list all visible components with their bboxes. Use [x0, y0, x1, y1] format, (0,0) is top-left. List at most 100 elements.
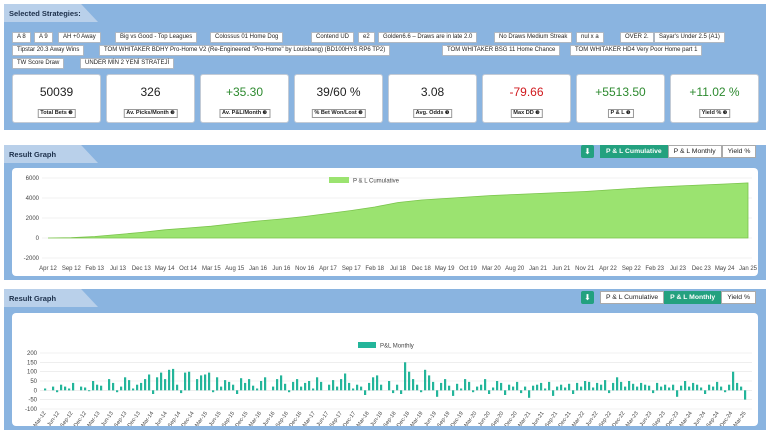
monthly-bar	[716, 381, 719, 391]
stat-value: +35.30	[225, 85, 264, 99]
monthly-bar	[528, 390, 531, 398]
monthly-bar	[612, 382, 615, 391]
legend-label: P & L Cumulative	[353, 179, 400, 185]
stat-label[interactable]: Av. Picks/Month ❸	[123, 109, 178, 118]
strategy-tag[interactable]: TOM WHITAKER BSG 11 Home Chance	[442, 45, 561, 56]
tab-yield[interactable]: Yield %	[721, 291, 756, 304]
download-icon[interactable]: ⬇	[581, 145, 594, 158]
monthly-bar	[180, 390, 183, 394]
monthly-bar	[516, 381, 519, 391]
monthly-bar	[632, 383, 635, 391]
strategy-tag[interactable]: e2	[358, 32, 375, 43]
stat-label[interactable]: Yield % ❸	[698, 109, 731, 118]
strategy-tag[interactable]: Contend UD	[311, 32, 355, 43]
tab-pl-cumulative[interactable]: P & L Cumulative	[600, 291, 665, 304]
strategy-tag[interactable]: Big vs Good - Top Leagues	[115, 32, 198, 43]
x-tick-label: Dec 23	[692, 266, 712, 272]
monthly-bar	[532, 385, 535, 391]
stat-label[interactable]: Avg. Odds ❸	[412, 109, 453, 118]
monthly-bar	[560, 384, 563, 391]
stat-label[interactable]: P & L ❸	[607, 109, 634, 118]
stat-label-text: Av. Picks/Month	[126, 110, 169, 116]
x-tick-label: Sep-18	[383, 411, 398, 426]
monthly-bar	[724, 390, 727, 393]
stat-label-text: Yield %	[701, 110, 722, 116]
monthly-bar	[616, 377, 619, 391]
tab-pl-cumulative[interactable]: P & L Cumulative	[600, 145, 668, 158]
monthly-bar	[424, 369, 427, 391]
strategy-tag[interactable]: Colossus 01 Home Dog	[210, 32, 284, 43]
tab-pl-monthly[interactable]: P & L Monthly	[664, 291, 722, 304]
monthly-bar	[504, 390, 507, 395]
monthly-bar	[120, 386, 123, 391]
monthly-bar	[376, 375, 379, 391]
monthly-bar	[232, 384, 235, 391]
monthly-bar	[580, 386, 583, 391]
x-tick-label: Jun 21	[552, 266, 571, 272]
strategy-tag[interactable]: Sayar's Under 2.5 (A1)	[654, 32, 725, 43]
monthly-bar	[572, 390, 575, 394]
x-tick-label: Nov 21	[575, 266, 595, 272]
stat-card: 326 Av. Picks/Month ❸	[106, 74, 195, 123]
monthly-bar	[144, 379, 147, 391]
monthly-bar	[388, 381, 391, 391]
stat-card: 50039 Total Bets ❸	[12, 74, 101, 123]
monthly-bar	[152, 390, 155, 394]
stat-value: 50039	[39, 85, 74, 99]
monthly-bar	[732, 371, 735, 391]
monthly-bar	[620, 381, 623, 391]
x-tick-label: Jun-17	[316, 411, 331, 426]
monthly-bar	[304, 382, 307, 391]
strategy-tag[interactable]: Golden6.6 – Draws are in late 2.0	[378, 32, 478, 43]
info-icon: ❸	[721, 110, 728, 116]
stat-label[interactable]: Av. P&L/Month ❸	[218, 109, 271, 118]
tab-yield[interactable]: Yield %	[721, 145, 757, 158]
monthly-bar	[436, 390, 439, 397]
legend-swatch	[358, 342, 376, 348]
monthly-bar	[208, 372, 211, 391]
x-tick-label: Feb 13	[85, 266, 104, 272]
monthly-bar	[496, 381, 499, 391]
monthly-bar	[112, 382, 115, 391]
monthly-bar	[200, 375, 203, 391]
x-tick-label: Mar-15	[194, 411, 209, 426]
monthly-bar	[696, 384, 699, 391]
strategy-tag[interactable]: A 9	[34, 32, 53, 43]
download-icon[interactable]: ⬇	[581, 291, 594, 304]
stat-label-text: Avg. Odds	[415, 110, 444, 116]
y-tick-label: 0	[34, 388, 38, 394]
stat-label[interactable]: % Bet Won/Lost ❸	[311, 109, 366, 118]
monthly-bar	[404, 362, 407, 391]
strategy-tag[interactable]: nul x a	[576, 32, 604, 43]
stat-label[interactable]: Total Bets ❸	[37, 109, 76, 118]
info-icon: ❸	[261, 110, 268, 116]
x-tick-label: Sep-19	[436, 411, 451, 426]
strategy-tag[interactable]: TOM WHITAKER BDHY Pro-Home V2 (Re-Engine…	[99, 45, 391, 56]
monthly-bar	[140, 382, 143, 391]
monthly-bar	[312, 388, 315, 391]
monthly-bar	[124, 377, 127, 391]
strategy-tag[interactable]: UNDER MİN 2 YENİ STRATEJİ	[80, 58, 175, 69]
x-tick-label: Mar-25	[733, 411, 748, 426]
strategy-tag[interactable]: A 8	[12, 32, 31, 43]
stat-label[interactable]: Max DD ❸	[510, 109, 543, 118]
monthly-bar	[636, 386, 639, 391]
x-tick-label: Jun-14	[154, 411, 169, 426]
strategy-tag[interactable]: No Draws Medium Streak	[494, 32, 573, 43]
tab-pl-monthly[interactable]: P & L Monthly	[667, 145, 722, 158]
monthly-bar	[704, 390, 707, 394]
x-tick-label: Jul 23	[670, 266, 687, 272]
strategy-tag[interactable]: TOM WHITAKER HD4 Very Poor Home part 1	[570, 45, 703, 56]
strategy-tag[interactable]: TW Score Draw	[12, 58, 65, 69]
strategy-tag[interactable]: AH +0 Away	[58, 32, 101, 43]
y-tick-label: 100	[27, 370, 38, 376]
monthly-bar	[308, 381, 311, 391]
x-tick-label: Jun-12	[47, 411, 62, 426]
x-tick-label: Dec-15	[234, 411, 249, 426]
x-tick-label: Apr 22	[599, 266, 617, 272]
stat-label-text: % Bet Won/Lost	[314, 110, 357, 116]
strategy-tag[interactable]: Tipstar 20.3 Away Wins	[12, 45, 85, 56]
x-tick-label: Jun-23	[639, 411, 654, 426]
strategy-tag[interactable]: OVER 2.	[620, 32, 654, 43]
